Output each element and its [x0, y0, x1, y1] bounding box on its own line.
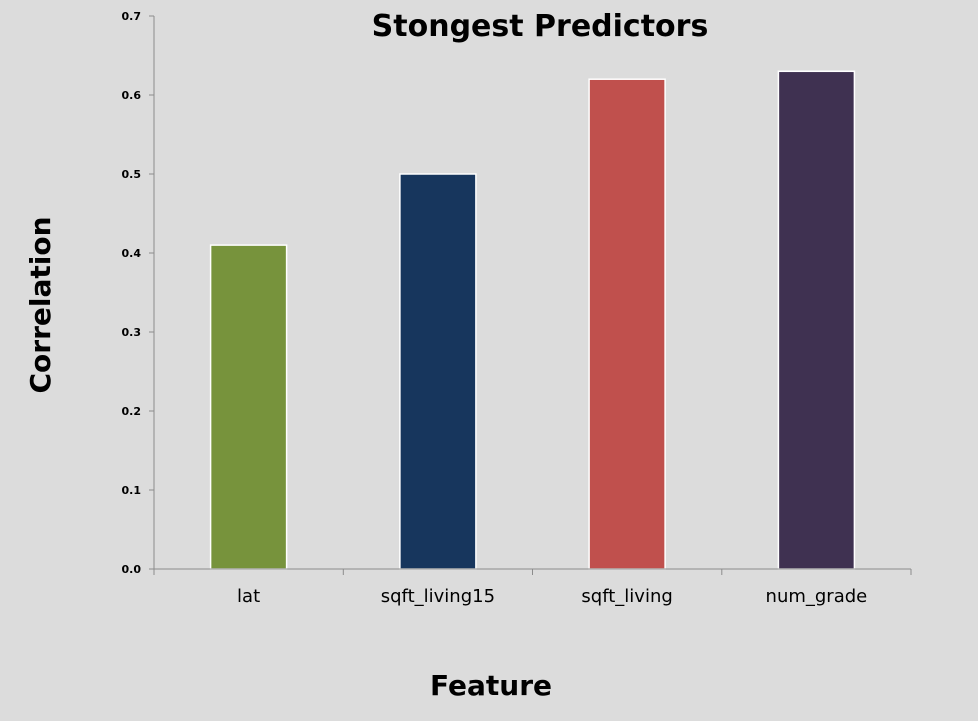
y-tick-label: 0.1	[122, 484, 142, 497]
x-tick-label: sqft_living	[581, 586, 672, 607]
bar-sqft-living15	[399, 173, 477, 570]
bar-sqft-living	[588, 78, 666, 570]
x-tick-label: num_grade	[766, 586, 868, 607]
chart-title: Stongest Predictors	[372, 9, 709, 44]
y-tick-label: 0.3	[122, 326, 142, 339]
y-ticks-group: 0.0 0.1 0.2 0.3 0.4 0.5 0.6 0.7	[122, 10, 154, 576]
y-tick-label: 0.2	[122, 405, 142, 418]
x-ticks-group: lat sqft_living15 sqft_living num_grade	[153, 569, 912, 607]
y-tick-label: 0.6	[122, 89, 142, 102]
y-tick-label: 0.4	[122, 247, 142, 260]
bar-num-grade	[777, 70, 856, 570]
bar-lat	[209, 244, 288, 570]
x-tick-label: sqft_living15	[381, 586, 495, 607]
bars-group	[209, 70, 856, 570]
x-axis-label: Feature	[430, 669, 552, 702]
y-axis-label: Correlation	[24, 216, 57, 393]
y-tick-label: 0.7	[122, 10, 142, 23]
x-tick-label: lat	[237, 586, 260, 607]
y-tick-label: 0.5	[122, 168, 142, 181]
y-tick-label: 0.0	[122, 563, 142, 576]
